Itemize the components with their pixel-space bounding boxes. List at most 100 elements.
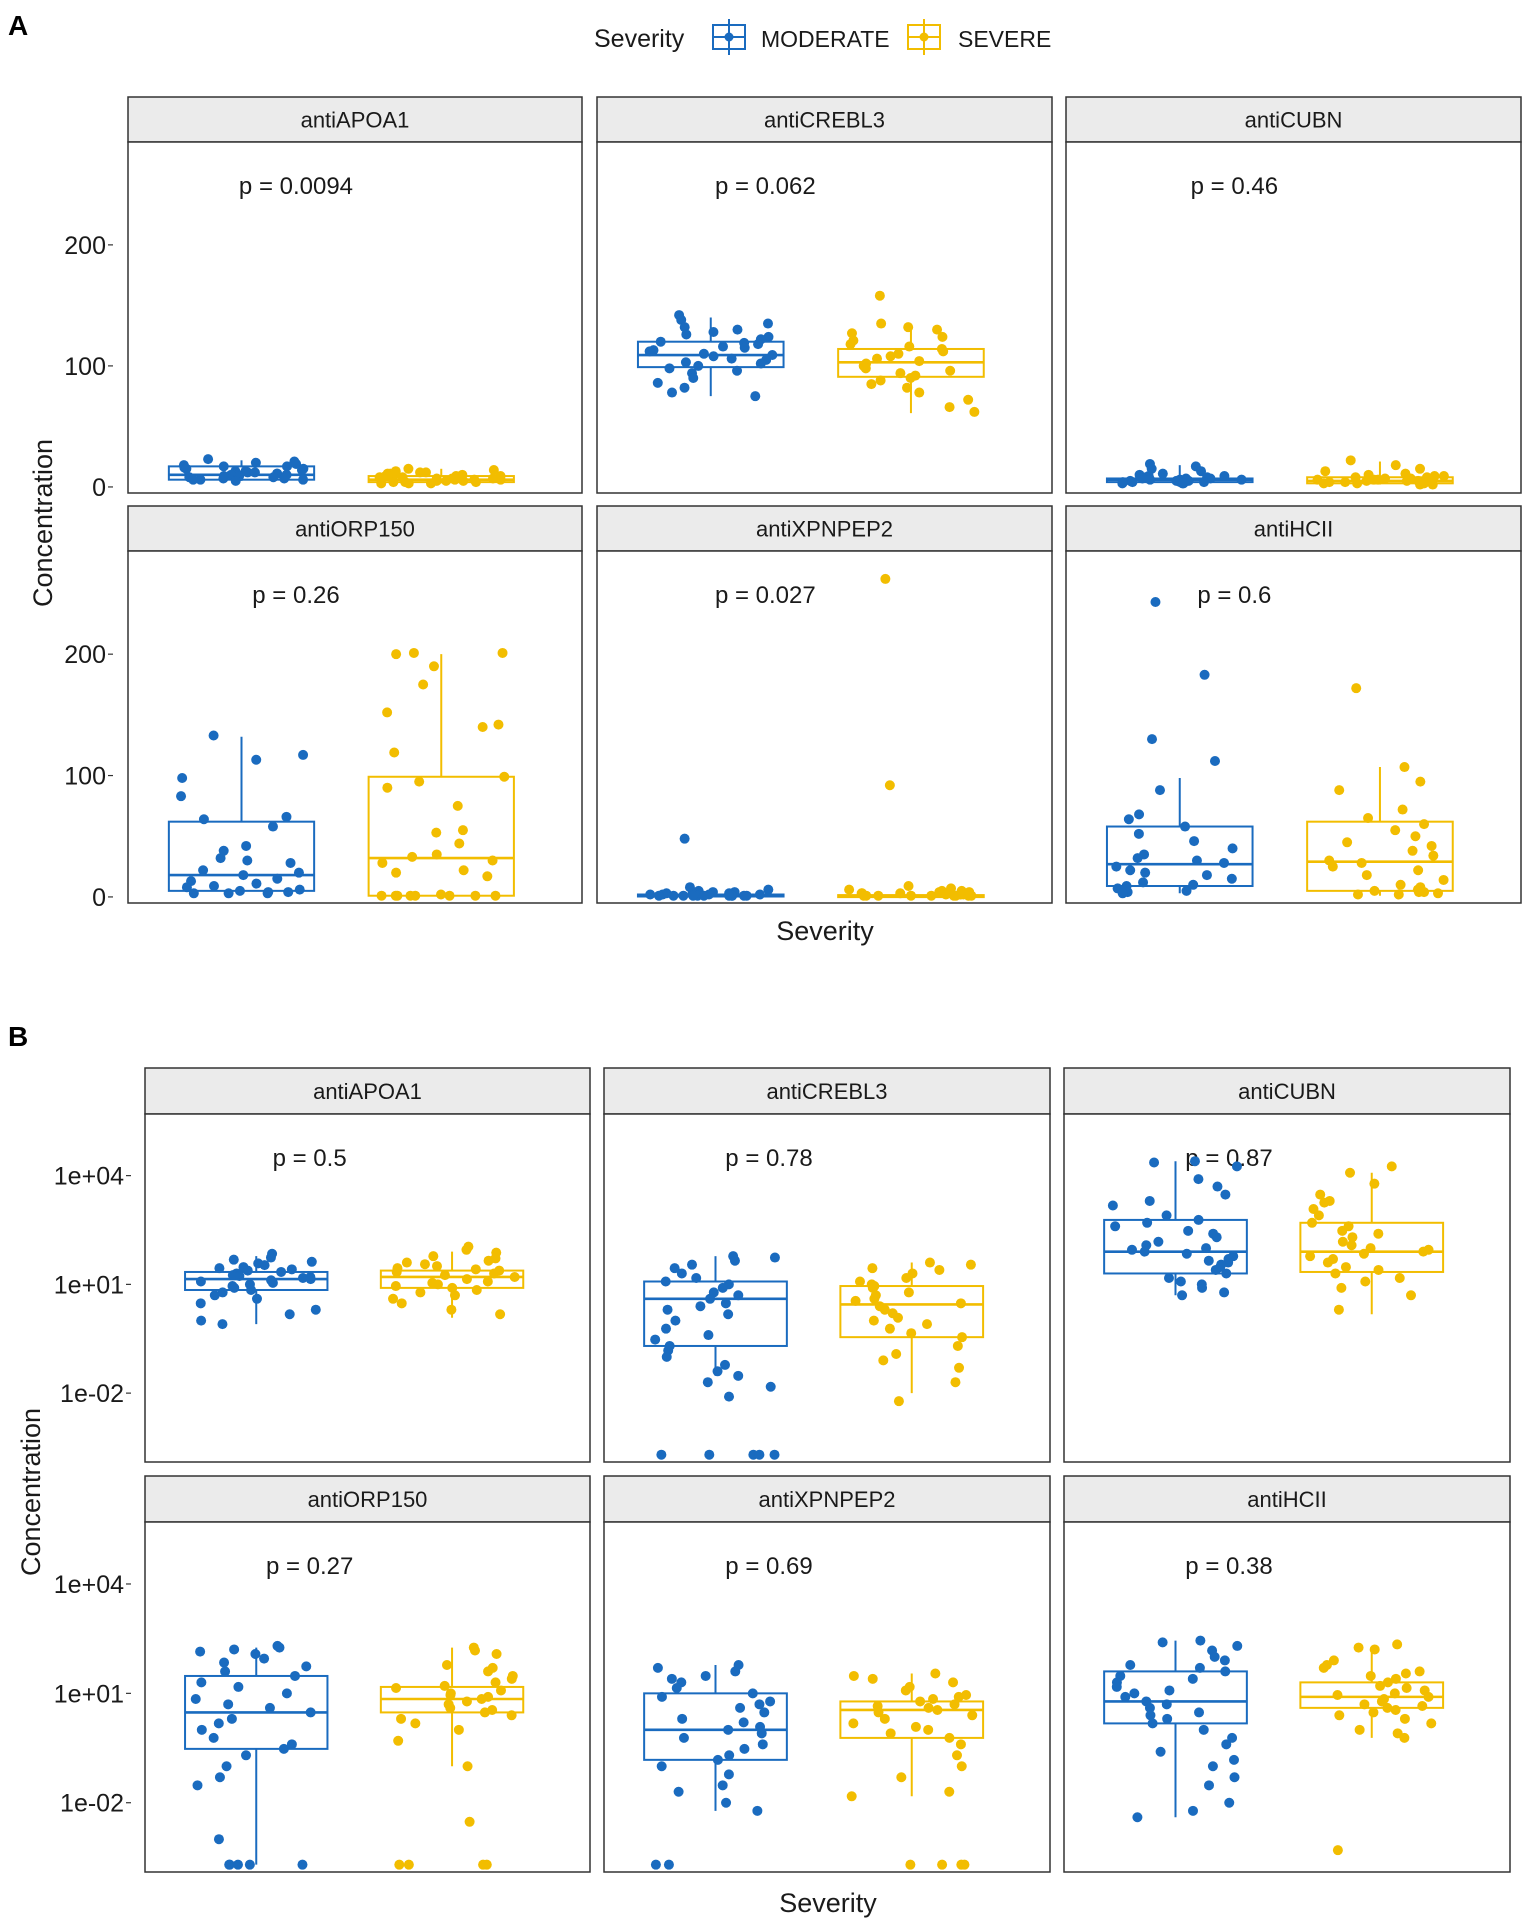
data-point-severe: [490, 1677, 501, 1688]
data-point-severe: [1337, 1225, 1348, 1236]
data-point-severe: [449, 474, 460, 485]
data-point-moderate: [664, 363, 675, 374]
data-point-severe: [435, 889, 446, 900]
facet-strip: [144, 1067, 591, 1115]
y-tick-label: 1e-02: [60, 1790, 124, 1818]
data-point-severe: [1336, 1282, 1347, 1293]
data-point-severe: [420, 467, 431, 478]
legend-key-point: [724, 32, 734, 42]
data-point-severe: [470, 890, 481, 901]
data-point-severe: [470, 1264, 481, 1275]
data-point-severe: [493, 719, 504, 730]
data-point-moderate: [283, 887, 294, 898]
legend-key-moderate: [712, 19, 746, 55]
data-point-severe: [861, 890, 872, 901]
data-point-moderate: [717, 1282, 728, 1293]
data-point-severe: [388, 477, 399, 488]
data-point-severe: [452, 800, 463, 811]
data-point-severe: [1363, 813, 1374, 824]
data-point-moderate: [661, 1323, 672, 1334]
data-point-severe: [410, 1718, 421, 1729]
facet-anticrebl3: antiCREBL3 p = 0.062: [596, 96, 1053, 494]
data-point-severe: [396, 1298, 407, 1309]
data-point-severe: [441, 475, 452, 486]
y-tick-label: 0: [92, 474, 106, 502]
data-point-moderate: [234, 1271, 245, 1282]
data-point-moderate: [229, 1644, 240, 1655]
data-point-moderate: [294, 884, 305, 895]
data-point-severe: [483, 1255, 494, 1266]
data-point-moderate: [1187, 1805, 1198, 1816]
data-point-moderate: [687, 1259, 698, 1270]
data-point-severe: [950, 890, 961, 901]
data-point-moderate: [195, 1646, 206, 1657]
data-point-severe: [895, 888, 906, 899]
data-point-severe: [403, 463, 414, 474]
data-point-moderate: [708, 327, 719, 338]
data-point-moderate: [739, 342, 750, 353]
data-point-moderate: [763, 884, 774, 895]
data-point-moderate: [196, 1315, 207, 1326]
facet-panel: [596, 141, 1053, 494]
data-point-severe: [867, 1673, 878, 1684]
facet-antihcii: antiHCII p = 0.6: [1065, 505, 1522, 904]
data-point-moderate: [679, 833, 690, 844]
data-point-severe: [382, 707, 393, 718]
data-point-moderate: [1157, 468, 1168, 479]
data-point-severe: [444, 890, 455, 901]
facet-strip: [603, 1475, 1051, 1523]
data-point-moderate: [720, 1298, 731, 1309]
data-point-severe: [1417, 1700, 1428, 1711]
y-tick-label: 100: [64, 763, 106, 791]
facet-title: antiHCII: [1254, 517, 1333, 542]
data-point-moderate: [752, 1805, 763, 1816]
data-point-moderate: [198, 865, 209, 876]
data-point-moderate: [1197, 1282, 1208, 1293]
data-point-severe: [903, 322, 914, 333]
legend-title: Severity: [594, 25, 685, 53]
data-point-moderate: [251, 1293, 262, 1304]
data-point-moderate: [755, 358, 766, 369]
data-point-severe: [483, 1666, 494, 1677]
data-point-severe: [1428, 850, 1439, 861]
y-tick-label: 100: [64, 353, 106, 381]
data-point-severe: [915, 1696, 926, 1707]
y-tick-label: 1e+04: [54, 1163, 124, 1191]
data-point-moderate: [246, 1284, 257, 1295]
data-point-moderate: [208, 881, 219, 892]
legend-key-severe: [907, 19, 941, 55]
data-point-severe: [955, 1298, 966, 1309]
data-point-moderate: [1191, 855, 1202, 866]
data-point-moderate: [1133, 828, 1144, 839]
data-point-severe: [902, 382, 913, 393]
data-point-moderate: [700, 1670, 711, 1681]
data-point-severe: [414, 776, 425, 787]
data-point-moderate: [195, 1298, 206, 1309]
box-moderate: [184, 1248, 329, 1330]
data-point-severe: [1393, 889, 1404, 900]
facet-antihcii: antiHCII p = 0.38: [1063, 1475, 1511, 1873]
data-point-severe: [458, 865, 469, 876]
data-point-moderate: [1226, 873, 1237, 884]
data-point-severe: [445, 1702, 456, 1713]
data-point-severe: [1305, 1251, 1316, 1262]
data-point-severe: [938, 346, 949, 357]
y-tick-label: 1e+01: [54, 1271, 124, 1299]
data-point-moderate: [176, 791, 187, 802]
data-point-moderate: [1221, 1739, 1232, 1750]
data-point-moderate: [298, 749, 309, 760]
data-point-moderate: [244, 1859, 255, 1870]
data-point-moderate: [251, 754, 262, 765]
data-point-severe: [407, 851, 418, 862]
data-point-moderate: [198, 814, 209, 825]
data-point-severe: [431, 827, 442, 838]
data-point-severe: [1401, 475, 1412, 486]
data-point-moderate: [1129, 1688, 1140, 1699]
data-point-moderate: [666, 1673, 677, 1684]
data-point-severe: [1347, 1232, 1358, 1243]
box-moderate: [1105, 596, 1254, 899]
data-point-moderate: [1220, 1189, 1231, 1200]
data-point-moderate: [1229, 1772, 1240, 1783]
data-point-severe: [393, 1735, 404, 1746]
data-point-severe: [487, 855, 498, 866]
